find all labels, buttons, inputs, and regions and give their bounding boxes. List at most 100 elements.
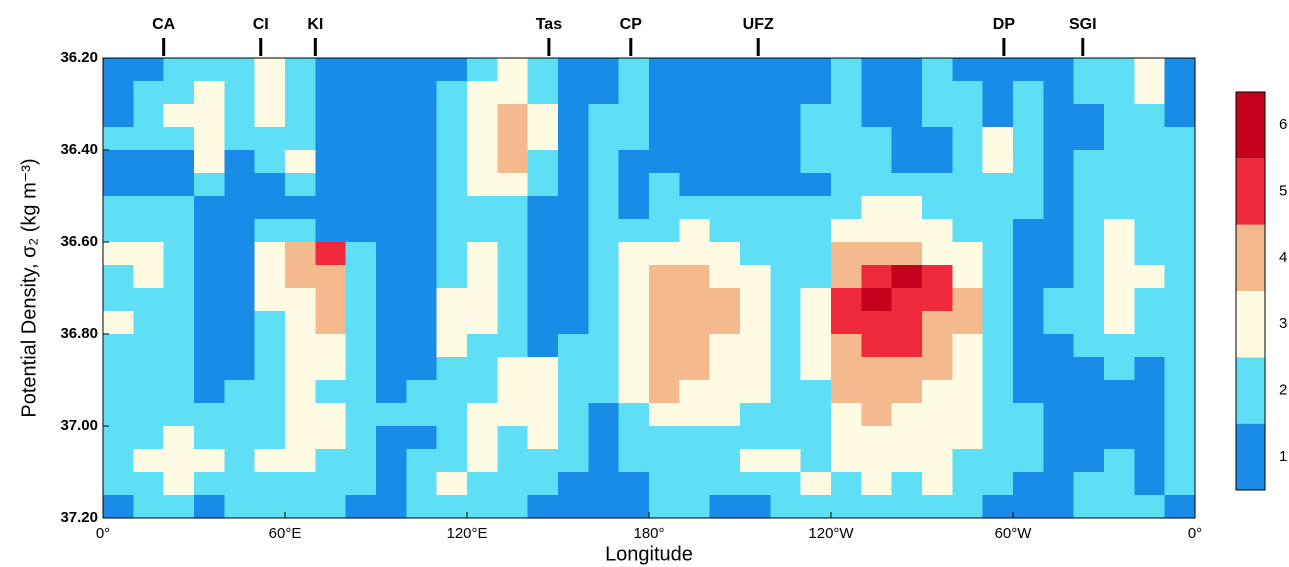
heat-cell <box>376 472 407 496</box>
heat-cell <box>133 81 165 105</box>
heat-cell <box>103 495 134 519</box>
heat-cell <box>891 403 923 427</box>
heat-cell <box>1104 219 1135 243</box>
heat-cell <box>679 403 711 427</box>
heat-cell <box>922 219 953 243</box>
heat-cell <box>194 357 225 381</box>
x-tick-label: 0° <box>1188 525 1202 542</box>
heat-cell <box>861 150 893 174</box>
heat-cell <box>467 173 498 197</box>
heat-cell <box>952 173 984 197</box>
heat-cell <box>679 58 711 82</box>
heat-cell <box>527 127 559 151</box>
heat-cell <box>649 173 680 197</box>
heat-cell <box>497 472 529 496</box>
heat-cell <box>891 104 923 128</box>
heat-cell <box>922 58 953 82</box>
heat-cell <box>558 288 589 312</box>
heat-cell <box>922 449 953 473</box>
heat-cell <box>982 127 1014 151</box>
heat-cell <box>770 449 802 473</box>
heat-cell <box>709 380 741 404</box>
heat-cell <box>800 380 832 404</box>
heat-cell <box>376 104 407 128</box>
heat-cell <box>497 380 529 404</box>
heat-cell <box>861 449 893 473</box>
heat-cell <box>315 196 347 220</box>
heat-cell <box>1134 150 1166 174</box>
heat-cell <box>891 58 923 82</box>
heat-cell <box>1073 495 1105 519</box>
heat-cell <box>406 81 438 105</box>
heat-cell <box>831 495 862 519</box>
heat-cell <box>133 288 165 312</box>
heat-cell <box>922 334 953 358</box>
heat-cell <box>982 219 1014 243</box>
heat-cell <box>679 380 711 404</box>
heat-cell <box>1073 104 1105 128</box>
heat-cell <box>952 127 984 151</box>
heat-cell <box>1164 58 1196 82</box>
heat-cell <box>558 472 589 496</box>
heat-cell <box>740 426 771 450</box>
heat-cell <box>1013 288 1044 312</box>
heat-cell <box>558 311 589 335</box>
heat-cell <box>679 472 711 496</box>
heat-cell <box>982 449 1014 473</box>
heat-cell <box>527 449 559 473</box>
heat-cell <box>770 472 802 496</box>
heat-cell <box>1013 357 1044 381</box>
heat-cell <box>224 150 256 174</box>
heat-cell <box>861 265 893 289</box>
heat-cell <box>103 219 134 243</box>
heat-cell <box>527 380 559 404</box>
heat-cell <box>315 426 347 450</box>
heat-cell <box>891 426 923 450</box>
heat-cell <box>740 104 771 128</box>
heat-cell <box>133 311 165 335</box>
heat-cell <box>861 472 893 496</box>
heat-cell <box>406 403 438 427</box>
heat-cell <box>133 334 165 358</box>
heat-cell <box>285 403 316 427</box>
heat-cell <box>740 58 771 82</box>
heat-cell <box>800 495 832 519</box>
heat-cell <box>133 104 165 128</box>
heat-cell <box>103 196 134 220</box>
heat-cell <box>1104 58 1135 82</box>
heat-cell <box>1073 242 1105 266</box>
heat-cell <box>163 449 195 473</box>
heat-cell <box>345 311 377 335</box>
heat-cell <box>831 334 862 358</box>
heat-cell <box>709 288 741 312</box>
heat-cell <box>891 288 923 312</box>
heat-cell <box>285 127 316 151</box>
heat-cell <box>406 265 438 289</box>
heat-cell <box>861 357 893 381</box>
heat-cell <box>709 219 741 243</box>
heat-cell <box>497 173 529 197</box>
heat-cell <box>345 127 377 151</box>
heat-cell <box>558 357 589 381</box>
heat-cell <box>103 357 134 381</box>
heat-cell <box>709 242 741 266</box>
heat-cell <box>436 127 468 151</box>
heat-cell <box>618 449 650 473</box>
heat-cell <box>254 311 286 335</box>
heat-cell <box>467 495 498 519</box>
heat-cell <box>406 357 438 381</box>
heat-cell <box>527 357 559 381</box>
heat-cell <box>800 426 832 450</box>
heat-cell <box>1013 403 1044 427</box>
heat-cell <box>315 380 347 404</box>
heat-cell <box>922 242 953 266</box>
heat-cell <box>376 58 407 82</box>
heat-cell <box>406 495 438 519</box>
heat-cell <box>376 242 407 266</box>
heat-cell <box>527 196 559 220</box>
heat-cell <box>588 81 620 105</box>
heat-cell <box>467 311 498 335</box>
heat-cell <box>254 495 286 519</box>
heat-cell <box>1104 357 1135 381</box>
heat-cell <box>618 58 650 82</box>
